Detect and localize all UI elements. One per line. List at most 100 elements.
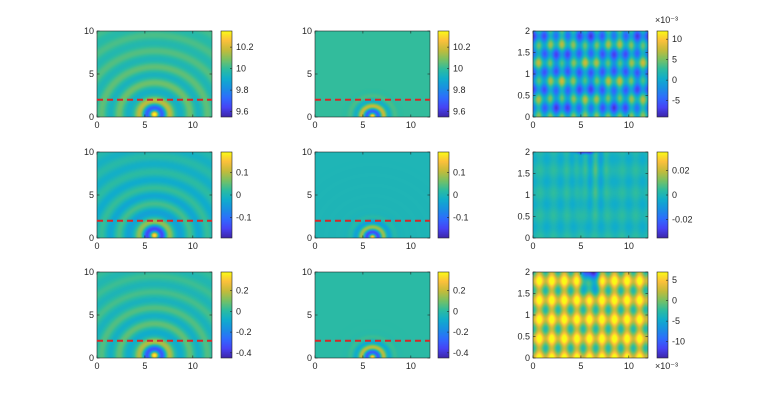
y-tick-label: 5 bbox=[89, 310, 94, 320]
colorbar-tick-label: 9.8 bbox=[453, 85, 466, 95]
colorbar-frame bbox=[437, 271, 450, 359]
x-tick-label: 5 bbox=[360, 241, 365, 251]
x-tick-label: 5 bbox=[142, 120, 147, 130]
colorbar-image bbox=[221, 31, 232, 117]
x-tick-label: 5 bbox=[142, 241, 147, 251]
colorbar-tick-label: 5 bbox=[672, 55, 677, 65]
x-tick-label: 10 bbox=[624, 241, 634, 251]
y-tick-label: 10 bbox=[84, 26, 94, 36]
y-tick-label: 1.5 bbox=[517, 169, 530, 179]
colorbar-exponent: ×10⁻³ bbox=[655, 361, 678, 371]
y-tick-label: 10 bbox=[84, 267, 94, 277]
heatmap-image bbox=[533, 152, 648, 238]
y-tick-label: 1 bbox=[525, 310, 530, 320]
y-tick-label: 0 bbox=[307, 112, 312, 122]
colorbar-tick-label: -0.4 bbox=[453, 348, 469, 358]
colorbar-frame bbox=[220, 30, 233, 118]
y-tick-label: 0.5 bbox=[517, 332, 530, 342]
x-tick-label: 10 bbox=[624, 120, 634, 130]
y-tick-label: 1.5 bbox=[517, 48, 530, 58]
y-tick-label: 0 bbox=[525, 353, 530, 363]
x-tick-label: 5 bbox=[578, 241, 583, 251]
y-tick-label: 1 bbox=[525, 69, 530, 79]
colorbar-image bbox=[438, 272, 449, 358]
x-tick-label: 5 bbox=[578, 361, 583, 371]
colorbar-tick-label: 9.6 bbox=[236, 107, 249, 117]
heatmap-image bbox=[315, 31, 430, 117]
colorbar-tick-label: -10 bbox=[672, 337, 685, 347]
colorbar-tick-label: 9.6 bbox=[453, 107, 466, 117]
y-tick-label: 0 bbox=[89, 353, 94, 363]
y-tick-label: 0 bbox=[525, 112, 530, 122]
y-tick-label: 0 bbox=[307, 353, 312, 363]
colorbar-tick-label: 0 bbox=[236, 306, 241, 316]
colorbar-tick-label: -0.2 bbox=[236, 327, 252, 337]
y-tick-label: 10 bbox=[84, 147, 94, 157]
y-tick-label: 0 bbox=[89, 233, 94, 243]
colorbar-tick-label: 0 bbox=[453, 190, 458, 200]
colorbar-tick-label: -5 bbox=[672, 316, 680, 326]
colorbar-tick-label: 0.2 bbox=[236, 286, 249, 296]
x-tick-label: 0 bbox=[312, 241, 317, 251]
x-tick-label: 0 bbox=[94, 361, 99, 371]
colorbar-exponent: ×10⁻³ bbox=[655, 15, 678, 25]
x-tick-label: 10 bbox=[624, 361, 634, 371]
heatmap-image bbox=[533, 272, 648, 358]
y-tick-label: 5 bbox=[307, 310, 312, 320]
colorbar-image bbox=[657, 272, 668, 358]
colorbar-tick-label: 0.2 bbox=[453, 286, 466, 296]
heatmap-image bbox=[315, 272, 430, 358]
colorbar-tick-label: 0 bbox=[453, 306, 458, 316]
colorbar-tick-label: 10 bbox=[672, 34, 682, 44]
y-tick-label: 0.5 bbox=[517, 91, 530, 101]
colorbar-tick-label: 0 bbox=[672, 296, 677, 306]
colorbar-tick-label: 0.1 bbox=[453, 167, 466, 177]
colorbar-image bbox=[221, 152, 232, 238]
x-tick-label: 5 bbox=[360, 120, 365, 130]
y-tick-label: 2 bbox=[525, 267, 530, 277]
colorbar-tick-label: 0 bbox=[672, 75, 677, 85]
y-tick-label: 2 bbox=[525, 26, 530, 36]
x-tick-label: 10 bbox=[406, 120, 416, 130]
heatmap-image bbox=[315, 152, 430, 238]
colorbar-frame bbox=[220, 271, 233, 359]
y-tick-label: 5 bbox=[307, 69, 312, 79]
colorbar-frame bbox=[656, 271, 669, 359]
colorbar-tick-label: 10.2 bbox=[236, 42, 254, 52]
y-tick-label: 5 bbox=[307, 190, 312, 200]
colorbar-tick-label: 10 bbox=[453, 64, 463, 74]
heatmap-image bbox=[97, 272, 212, 358]
y-tick-label: 10 bbox=[302, 147, 312, 157]
colorbar-tick-label: 0 bbox=[672, 190, 677, 200]
y-tick-label: 1.5 bbox=[517, 289, 530, 299]
colorbar-tick-label: 5 bbox=[672, 275, 677, 285]
colorbar-tick-label: -0.1 bbox=[453, 213, 469, 223]
x-tick-label: 0 bbox=[312, 120, 317, 130]
x-tick-label: 0 bbox=[94, 241, 99, 251]
colorbar-tick-label: -5 bbox=[672, 96, 680, 106]
y-tick-label: 0 bbox=[525, 233, 530, 243]
y-tick-label: 5 bbox=[89, 190, 94, 200]
heatmap-image bbox=[97, 31, 212, 117]
colorbar-image bbox=[657, 31, 668, 117]
y-tick-label: 0.5 bbox=[517, 212, 530, 222]
y-tick-label: 0 bbox=[307, 233, 312, 243]
heatmap-image bbox=[533, 31, 648, 117]
colorbar-image bbox=[438, 152, 449, 238]
x-tick-label: 0 bbox=[530, 361, 535, 371]
colorbar-image bbox=[221, 272, 232, 358]
x-tick-label: 10 bbox=[188, 361, 198, 371]
y-tick-label: 10 bbox=[302, 26, 312, 36]
y-tick-label: 2 bbox=[525, 147, 530, 157]
colorbar-tick-label: 0 bbox=[236, 190, 241, 200]
colorbar-image bbox=[657, 152, 668, 238]
x-tick-label: 5 bbox=[578, 120, 583, 130]
y-tick-label: 1 bbox=[525, 190, 530, 200]
colorbar-tick-label: 10 bbox=[236, 64, 246, 74]
y-tick-label: 10 bbox=[302, 267, 312, 277]
colorbar-tick-label: 0.02 bbox=[672, 165, 690, 175]
colorbar-tick-label: -0.1 bbox=[236, 213, 252, 223]
colorbar-frame bbox=[656, 30, 669, 118]
x-tick-label: 10 bbox=[188, 241, 198, 251]
x-tick-label: 0 bbox=[530, 120, 535, 130]
